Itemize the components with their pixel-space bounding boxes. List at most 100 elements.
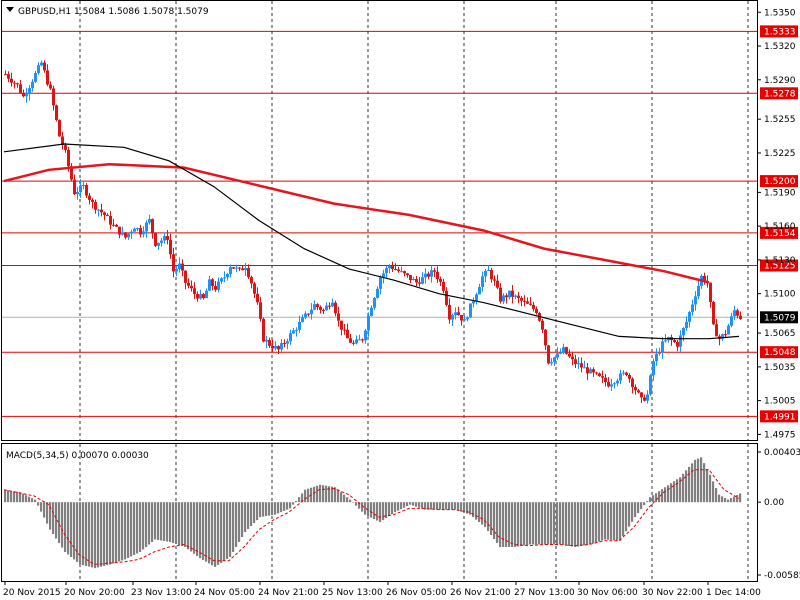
candle-body	[349, 338, 352, 343]
candle-body	[115, 225, 118, 227]
macd-histogram-bar	[643, 502, 646, 506]
candle-body	[514, 295, 517, 297]
candle-body	[289, 333, 292, 342]
candle-body	[238, 267, 241, 269]
macd-histogram-bar	[673, 481, 676, 503]
candle-body	[370, 307, 373, 316]
macd-histogram-bar	[103, 502, 106, 566]
macd-indicator	[3, 457, 742, 569]
macd-histogram-bar	[529, 502, 532, 545]
macd-histogram-bar	[208, 502, 211, 564]
candle-body	[7, 74, 10, 79]
candle-body	[616, 380, 619, 384]
candle-body	[37, 65, 40, 74]
candle-body	[64, 145, 67, 150]
candle-body	[505, 295, 508, 298]
candle-body	[655, 353, 658, 362]
candle-body	[142, 231, 145, 235]
macd-histogram-bar	[112, 502, 115, 564]
candle-body	[169, 239, 172, 255]
macd-histogram-bar	[100, 502, 103, 567]
candle-body	[550, 362, 553, 364]
macd-histogram-bar	[457, 502, 460, 511]
macd-histogram-bar	[241, 502, 244, 538]
macd-histogram-bar	[538, 502, 541, 545]
candle-body	[688, 311, 691, 322]
macd-histogram-bar	[652, 495, 655, 503]
candle-body	[439, 279, 442, 282]
candle-body	[280, 343, 283, 350]
macd-histogram-bar	[130, 502, 133, 557]
candle-body	[676, 341, 679, 347]
x-tick-label: 20 Nov 20:00	[64, 588, 125, 598]
level-label: 1.5125	[764, 262, 796, 272]
macd-histogram-bar	[253, 502, 256, 524]
candle-body	[244, 268, 247, 271]
candle-body	[640, 392, 643, 398]
candle-body	[457, 312, 460, 316]
candle-body	[322, 309, 325, 311]
candle-body	[712, 302, 715, 325]
candle-body	[397, 269, 400, 272]
candle-body	[703, 275, 706, 282]
macd-histogram-bar	[397, 502, 400, 511]
candle-body	[292, 330, 295, 334]
macd-histogram-bar	[706, 468, 709, 503]
macd-histogram-bar	[634, 502, 637, 518]
triangle-down-icon[interactable]	[6, 7, 14, 12]
macd-histogram-bar	[280, 502, 283, 513]
macd-histogram-bar	[61, 502, 64, 548]
candle-body	[82, 185, 85, 187]
candle-body	[10, 78, 13, 83]
macd-histogram-bar	[19, 492, 22, 503]
macd-histogram-bar	[661, 489, 664, 503]
macd-histogram-bar	[217, 502, 220, 565]
macd-histogram-bar	[133, 502, 136, 555]
macd-histogram-bar	[508, 502, 511, 547]
candle-body	[610, 384, 613, 387]
candle-body	[301, 317, 304, 322]
macd-histogram-bar	[442, 502, 445, 510]
candle-body	[571, 356, 574, 360]
candle-body	[406, 273, 409, 276]
candle-body	[589, 369, 592, 374]
macd-histogram-bar	[364, 502, 367, 515]
candle-body	[229, 267, 232, 274]
candle-body	[352, 342, 355, 344]
macd-histogram-bar	[541, 502, 544, 545]
macd-histogram-bar	[520, 502, 523, 546]
macd-histogram-bar	[658, 491, 661, 503]
candle-body	[739, 315, 742, 319]
macd-signal-line	[3, 469, 740, 565]
x-tick-label: 27 Nov 13:00	[514, 588, 575, 598]
macd-histogram-bar	[379, 502, 382, 523]
macd-histogram-bar	[439, 502, 442, 510]
x-tick-label: 1 Dec 14:00	[706, 588, 761, 598]
candle-body	[253, 283, 256, 294]
macd-histogram-bar	[391, 502, 394, 515]
macd-histogram-bar	[418, 502, 421, 508]
macd-histogram-bar	[4, 489, 7, 503]
candle-body	[85, 185, 88, 196]
macd-y-tick-label: 0.00403	[764, 448, 800, 458]
candle-body	[307, 313, 310, 315]
macd-histogram-bar	[172, 502, 175, 544]
macd-histogram-bar	[580, 502, 583, 546]
macd-histogram-bar	[592, 502, 595, 544]
candle-body	[652, 361, 655, 376]
candle-body	[451, 315, 454, 320]
macd-histogram-bar	[415, 502, 418, 507]
macd-histogram-bar	[430, 502, 433, 510]
candle-body	[622, 372, 625, 374]
candle-body	[577, 363, 580, 365]
macd-histogram-bar	[649, 497, 652, 503]
macd-histogram-bar	[175, 502, 178, 545]
level-label: 1.5048	[764, 348, 796, 358]
level-badge	[760, 346, 798, 359]
candle-body	[679, 335, 682, 347]
candle-body	[220, 278, 223, 282]
candle-body	[52, 88, 55, 106]
candle-body	[379, 277, 382, 289]
candle-body	[295, 329, 298, 331]
